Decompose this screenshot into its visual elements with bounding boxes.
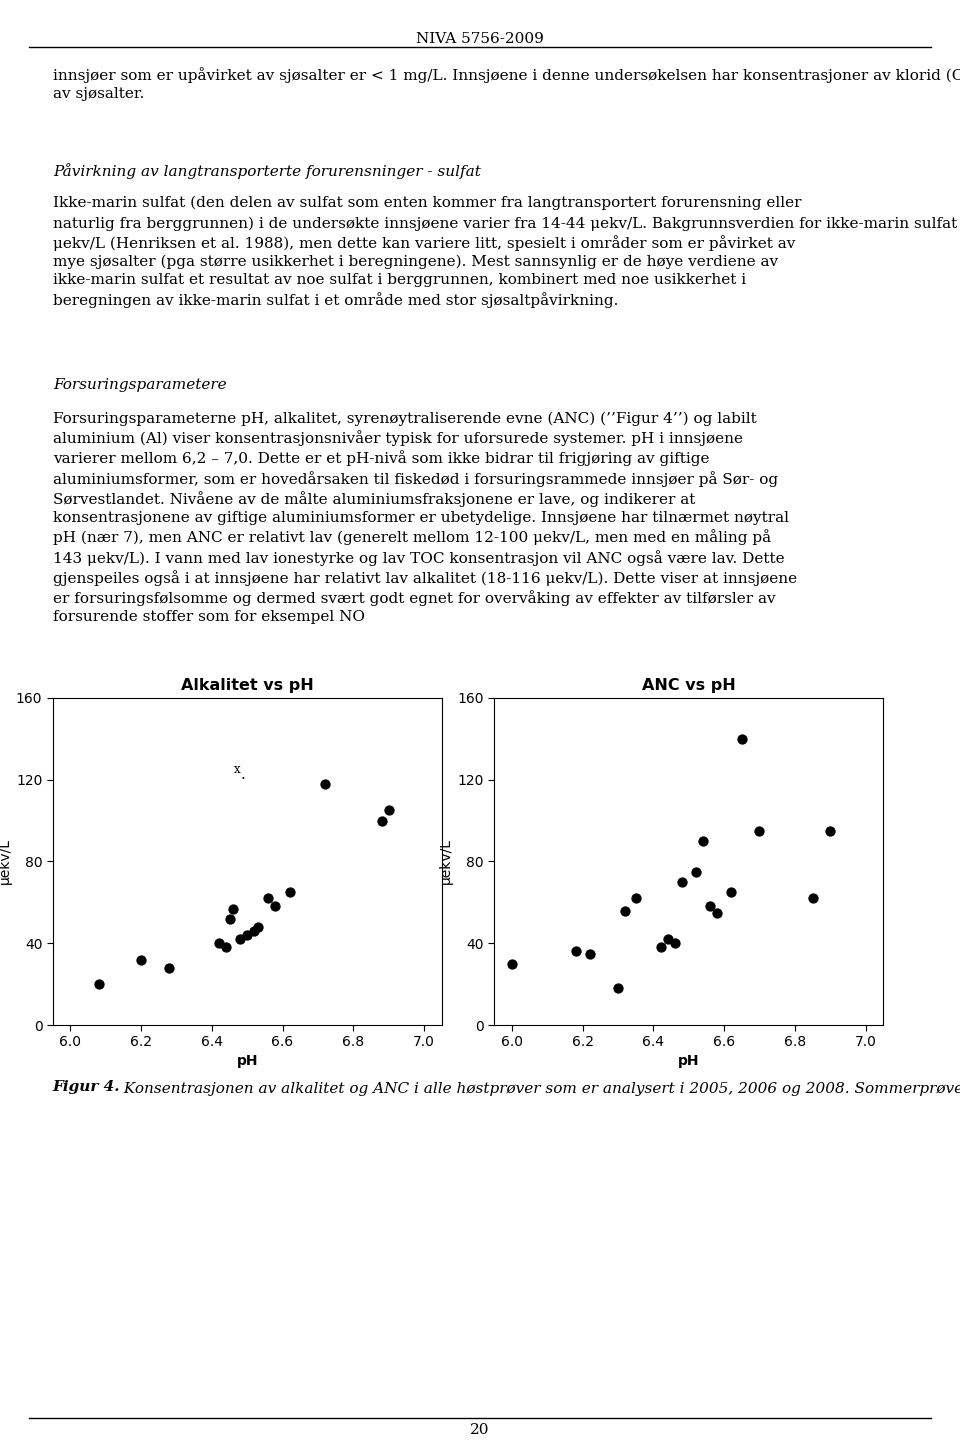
Title: Alkalitet vs pH: Alkalitet vs pH — [180, 678, 314, 692]
Point — [381, 798, 396, 822]
Point — [318, 772, 333, 795]
Point — [823, 819, 838, 842]
Point — [752, 819, 767, 842]
Point — [660, 928, 675, 951]
Point — [373, 808, 389, 832]
Text: NIVA 5756-2009: NIVA 5756-2009 — [416, 32, 544, 47]
Y-axis label: μekv/L: μekv/L — [0, 839, 12, 884]
Y-axis label: μekv/L: μekv/L — [440, 839, 453, 884]
Point — [703, 894, 718, 917]
Point — [232, 928, 248, 951]
Point — [667, 932, 683, 955]
Point — [226, 897, 241, 920]
Point — [133, 948, 149, 971]
Point — [582, 942, 597, 965]
Point — [211, 932, 227, 955]
Point — [247, 919, 262, 942]
Text: 20: 20 — [470, 1422, 490, 1437]
Point — [628, 887, 643, 910]
Point — [162, 957, 178, 980]
Text: Figur 4.: Figur 4. — [53, 1080, 120, 1095]
Point — [251, 916, 266, 939]
Point — [282, 881, 298, 904]
Point — [695, 829, 710, 852]
Point — [240, 923, 255, 947]
X-axis label: pH: pH — [236, 1054, 258, 1067]
Text: Forsuringsparameterne pH, alkalitet, syrenøytraliserende evne (ANC) (’’Figur 4’’: Forsuringsparameterne pH, alkalitet, syr… — [53, 411, 797, 624]
Text: .: . — [241, 768, 246, 782]
Point — [674, 871, 689, 894]
Text: Ikke-marin sulfat (den delen av sulfat som enten kommer fra langtransportert for: Ikke-marin sulfat (den delen av sulfat s… — [53, 196, 960, 308]
Point — [724, 881, 739, 904]
Point — [261, 887, 276, 910]
Text: x: x — [234, 762, 241, 775]
Point — [804, 887, 820, 910]
Point — [653, 936, 668, 960]
Text: Forsuringsparametere: Forsuringsparametere — [53, 378, 227, 393]
Point — [611, 977, 626, 1000]
Title: ANC vs pH: ANC vs pH — [642, 678, 735, 692]
Point — [688, 861, 704, 884]
Text: Påvirkning av langtransporterte forurensninger - sulfat: Påvirkning av langtransporterte forurens… — [53, 163, 481, 179]
Point — [734, 727, 750, 750]
Text: innsjøer som er upåvirket av sjøsalter er < 1 mg/L. Innsjøene i denne undersøkel: innsjøer som er upåvirket av sjøsalter e… — [53, 67, 960, 100]
X-axis label: pH: pH — [678, 1054, 700, 1067]
Point — [218, 936, 233, 960]
Point — [568, 939, 584, 963]
Point — [617, 899, 633, 922]
Point — [91, 973, 107, 996]
Text: Konsentrasjonen av alkalitet og ANC i alle høstprøver som er analysert i 2005, 2: Konsentrasjonen av alkalitet og ANC i al… — [119, 1080, 960, 1096]
Point — [222, 907, 237, 931]
Point — [709, 901, 725, 925]
Point — [504, 952, 519, 976]
Point — [268, 894, 283, 917]
